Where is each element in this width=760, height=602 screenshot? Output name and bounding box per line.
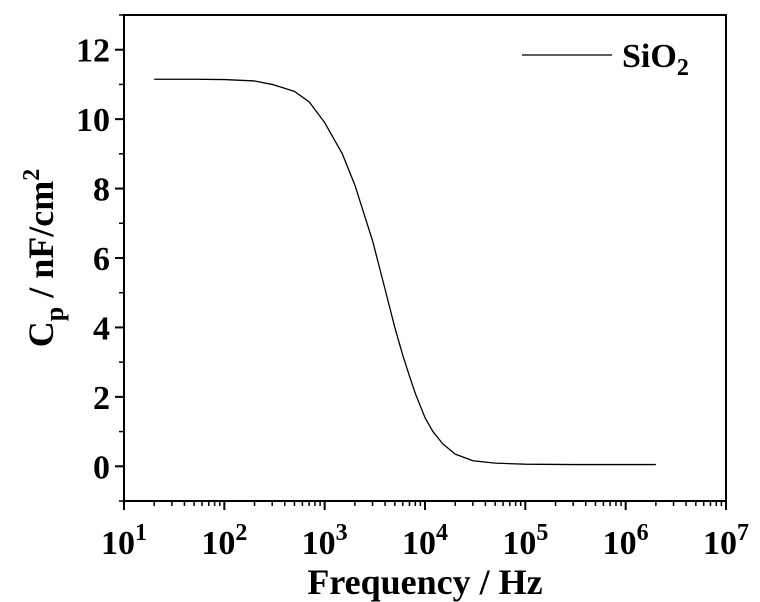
y-axis-title-sup: 2: [19, 169, 45, 181]
x-tick-label: 106: [603, 520, 649, 562]
legend: SiO2: [522, 38, 689, 81]
x-tick-label: 105: [502, 520, 548, 562]
y-tick-label: 6: [93, 241, 110, 278]
legend-label-sub: 2: [677, 55, 689, 81]
y-axis-title-rest: / nF/cm: [21, 181, 61, 307]
plot-area-frame: [123, 14, 727, 502]
y-axis-title: Cp / nF/cm2: [19, 169, 69, 347]
series-line-sio2: [154, 78, 656, 466]
x-tick-label: 104: [402, 520, 448, 562]
legend-label-sio2: SiO2: [622, 38, 689, 81]
series-layer: [154, 78, 656, 466]
y-tick-label: 10: [76, 102, 110, 139]
x-tick-label: 102: [201, 520, 247, 562]
x-tick-label: 101: [101, 520, 147, 562]
legend-label-main: SiO: [622, 38, 677, 75]
x-tick-label: 103: [302, 520, 348, 562]
y-tick-label: 2: [93, 380, 110, 417]
x-axis-title: Frequency / Hz: [307, 562, 542, 602]
ticks-layer: [115, 14, 727, 510]
y-axis-title-main: C: [21, 321, 61, 347]
y-tick-label: 12: [76, 33, 110, 70]
y-tick-label: 0: [93, 449, 110, 486]
y-tick-label: 8: [93, 172, 110, 209]
tick-labels-layer: 101 102 103 104 105 106 107 0 2 4 6 8 10 12: [76, 33, 749, 562]
y-tick-label: 4: [93, 310, 110, 347]
x-tick-label: 107: [703, 520, 749, 562]
y-axis-title-sub: p: [40, 307, 69, 321]
